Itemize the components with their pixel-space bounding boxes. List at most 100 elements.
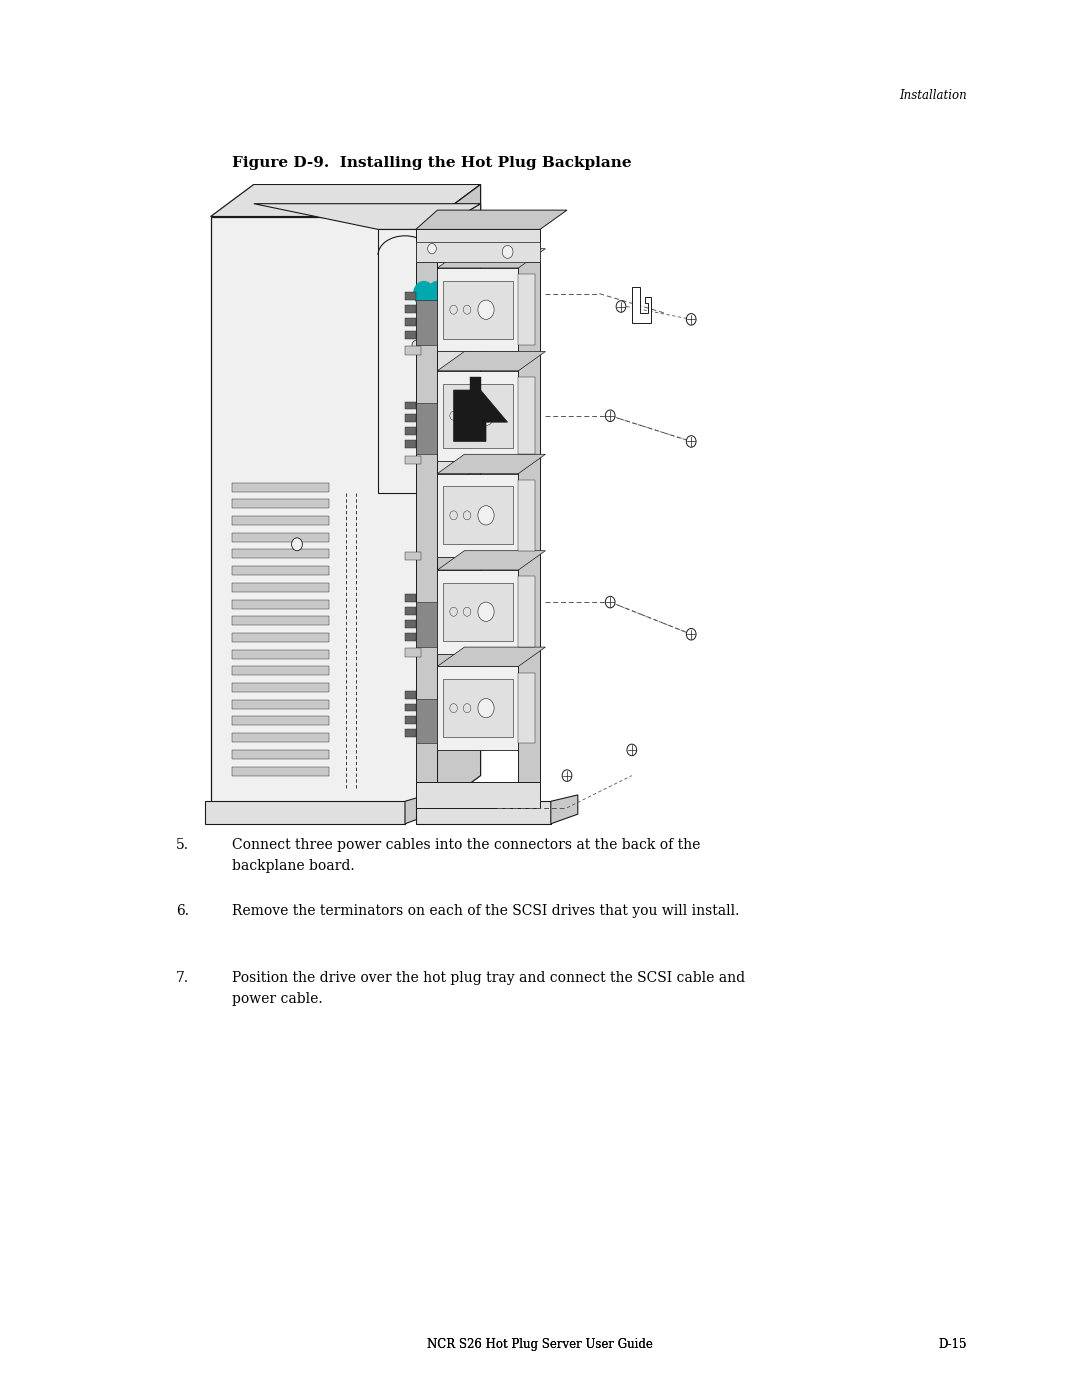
Polygon shape	[205, 802, 405, 824]
Polygon shape	[232, 717, 329, 725]
Polygon shape	[437, 474, 518, 557]
Polygon shape	[405, 440, 416, 448]
Polygon shape	[405, 346, 421, 355]
Polygon shape	[443, 679, 513, 738]
Circle shape	[478, 407, 495, 426]
Circle shape	[687, 436, 697, 447]
Polygon shape	[211, 184, 481, 217]
Text: Installation: Installation	[899, 89, 967, 102]
Polygon shape	[405, 401, 416, 409]
Text: 6.: 6.	[176, 904, 189, 918]
Polygon shape	[437, 647, 545, 666]
Polygon shape	[232, 599, 329, 609]
Polygon shape	[632, 288, 650, 323]
Polygon shape	[211, 217, 437, 807]
Circle shape	[687, 313, 697, 326]
Polygon shape	[437, 370, 518, 461]
Polygon shape	[416, 782, 540, 807]
Polygon shape	[232, 683, 329, 692]
Circle shape	[562, 770, 572, 781]
Text: D-15: D-15	[939, 1338, 967, 1351]
Circle shape	[450, 608, 458, 616]
Polygon shape	[232, 750, 329, 759]
Polygon shape	[416, 402, 437, 454]
Polygon shape	[518, 377, 535, 454]
Circle shape	[428, 243, 436, 254]
Polygon shape	[405, 594, 416, 602]
Polygon shape	[437, 550, 545, 570]
Circle shape	[626, 745, 637, 756]
Polygon shape	[437, 249, 545, 268]
Text: NCR S26 Hot Plug Server User Guide: NCR S26 Hot Plug Server User Guide	[427, 1338, 653, 1351]
Polygon shape	[254, 204, 481, 229]
Polygon shape	[405, 552, 421, 560]
Polygon shape	[437, 204, 481, 493]
Circle shape	[463, 511, 471, 520]
Circle shape	[616, 300, 626, 313]
Circle shape	[414, 281, 435, 306]
Polygon shape	[443, 281, 513, 338]
Polygon shape	[518, 229, 540, 795]
Polygon shape	[232, 482, 329, 492]
Polygon shape	[437, 184, 481, 807]
Polygon shape	[405, 319, 416, 326]
Circle shape	[502, 246, 513, 258]
Polygon shape	[551, 795, 578, 824]
Polygon shape	[437, 570, 518, 654]
Polygon shape	[232, 549, 329, 559]
Polygon shape	[437, 666, 518, 750]
Polygon shape	[405, 717, 416, 724]
Circle shape	[463, 305, 471, 314]
Polygon shape	[416, 698, 437, 743]
Polygon shape	[405, 729, 416, 738]
Polygon shape	[416, 229, 437, 795]
Polygon shape	[416, 242, 540, 261]
Polygon shape	[416, 229, 540, 261]
Polygon shape	[232, 666, 329, 675]
Circle shape	[478, 698, 495, 718]
Circle shape	[605, 409, 616, 422]
Circle shape	[463, 704, 471, 712]
Circle shape	[450, 704, 458, 712]
Polygon shape	[405, 788, 448, 824]
Text: Position the drive over the hot plug tray and connect the SCSI cable and
power c: Position the drive over the hot plug tra…	[232, 971, 745, 1006]
Polygon shape	[437, 454, 545, 474]
Polygon shape	[232, 566, 329, 576]
Circle shape	[427, 281, 448, 306]
Polygon shape	[443, 486, 513, 545]
Circle shape	[413, 341, 419, 349]
Polygon shape	[405, 648, 421, 657]
Text: NCR: NCR	[427, 306, 434, 310]
Polygon shape	[518, 577, 535, 647]
Polygon shape	[518, 481, 535, 550]
Polygon shape	[232, 616, 329, 626]
Text: Remove the terminators on each of the SCSI drives that you will install.: Remove the terminators on each of the SC…	[232, 904, 740, 918]
Polygon shape	[405, 633, 416, 641]
Circle shape	[450, 411, 458, 420]
Polygon shape	[518, 673, 535, 743]
Polygon shape	[405, 608, 416, 615]
Polygon shape	[405, 704, 416, 711]
Polygon shape	[416, 602, 437, 647]
Polygon shape	[405, 427, 416, 434]
Circle shape	[478, 602, 495, 622]
Polygon shape	[518, 274, 535, 345]
Polygon shape	[232, 650, 329, 658]
Polygon shape	[416, 802, 551, 824]
Text: D-15: D-15	[939, 1338, 967, 1351]
Polygon shape	[405, 455, 421, 464]
Polygon shape	[232, 515, 329, 525]
Polygon shape	[437, 268, 518, 352]
Text: Connect three power cables into the connectors at the back of the
backplane boar: Connect three power cables into the conn…	[232, 838, 701, 873]
Polygon shape	[416, 210, 567, 229]
Circle shape	[292, 538, 302, 550]
Polygon shape	[405, 331, 416, 338]
Circle shape	[450, 305, 458, 314]
Polygon shape	[405, 292, 416, 300]
Polygon shape	[416, 300, 437, 345]
Polygon shape	[405, 305, 416, 313]
Text: 5.: 5.	[176, 838, 189, 852]
Text: NCR S26 Hot Plug Server User Guide: NCR S26 Hot Plug Server User Guide	[427, 1338, 653, 1351]
Polygon shape	[470, 377, 481, 402]
Polygon shape	[232, 767, 329, 775]
